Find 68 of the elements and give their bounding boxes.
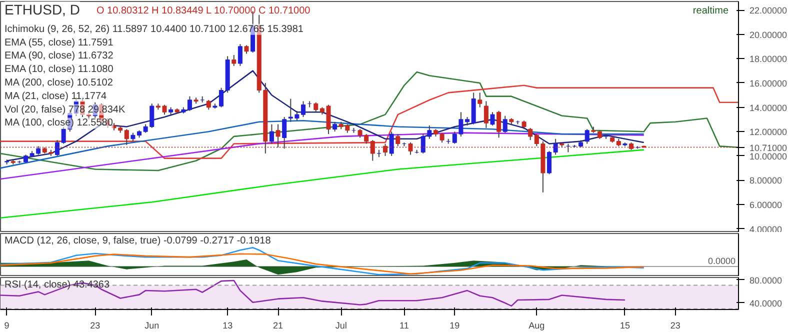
- candlestick: [219, 87, 224, 108]
- chart-title: MACD (12, 26, close, 9, false, true) -0.0799 -0.2717 -0.1918: [4, 236, 272, 246]
- y-tick-label: 16.00000: [750, 78, 788, 88]
- candlestick: [124, 128, 129, 146]
- candlestick: [389, 131, 394, 156]
- annotation: Vol (20, false) 778 29.834K: [4, 104, 126, 116]
- y-tick-label: 6.00000: [750, 200, 782, 210]
- candlestick: [332, 121, 338, 132]
- y-tick-label: 4.00000: [750, 224, 782, 234]
- y-tick-label: 40.0000: [750, 298, 782, 308]
- y-tick-label: 14.00000: [750, 102, 788, 113]
- annotation: MA (100, close) 12.5580: [4, 118, 114, 129]
- candlestick: [396, 134, 400, 147]
- x-tick-label: 13: [222, 320, 233, 330]
- annotation: EMA (10, close) 11.1080: [4, 64, 114, 76]
- line-series: [0, 149, 645, 219]
- candlestick: [427, 125, 432, 140]
- y-tick-label: 10.00000: [750, 151, 788, 162]
- candlestick: [452, 131, 457, 144]
- x-tick-label: Aug: [528, 320, 545, 330]
- candlestick: [314, 102, 318, 113]
- candlestick: [238, 44, 242, 66]
- line-series: [0, 280, 626, 307]
- candlestick: [584, 128, 590, 144]
- annotation: EMA (90, close) 11.6732: [4, 50, 114, 62]
- candlestick: [282, 116, 287, 150]
- candlestick: [458, 112, 464, 137]
- candlestick: [301, 100, 306, 118]
- y-tick-label: 80.0000: [750, 276, 782, 286]
- candlestick: [484, 100, 488, 128]
- y-tick-label: 18.00000: [750, 54, 788, 64]
- candlestick: [496, 110, 502, 138]
- annotation: MA (21, close) 11.1774: [4, 90, 108, 102]
- annotation: realtime: [692, 6, 729, 16]
- ref-line-label: 10.71000: [750, 142, 788, 153]
- candlestick: [502, 115, 508, 134]
- x-tick-label: 15: [620, 320, 630, 330]
- annotation: O 10.80312 H 10.83449 L 10.70000 C 10.71000: [96, 6, 311, 16]
- y-tick-label: 12.00000: [750, 127, 788, 138]
- x-tick-label: 11: [400, 320, 409, 330]
- candlestick: [55, 140, 60, 156]
- x-tick-label: 21: [273, 320, 284, 330]
- x-tick-label: 23: [90, 320, 100, 330]
- annotation: MA (200, close) 10.5102: [4, 78, 114, 88]
- candlestick: [490, 112, 495, 126]
- annotation: Ichimoku (9, 26, 52, 26) 11.5897 10.4400 10.7100 12.6765 15.3981: [4, 24, 304, 35]
- chart-title: ETHUSD, D: [4, 2, 80, 18]
- y-tick-label: 22.00000: [750, 6, 788, 16]
- y-tick-label: 8.00000: [750, 176, 782, 186]
- x-tick-label: Jun: [144, 320, 160, 330]
- candlestick: [547, 150, 552, 175]
- line-series: [0, 120, 645, 169]
- annotation: 0.0000: [708, 256, 736, 266]
- candlestick: [478, 92, 482, 108]
- y-tick-label: 20.00000: [750, 30, 788, 40]
- candlestick: [206, 99, 211, 110]
- x-tick-label: Jul: [335, 320, 347, 330]
- x-tick-label: 19: [450, 320, 460, 330]
- x-tick-label: 9: [4, 320, 10, 330]
- candlestick: [187, 96, 192, 112]
- candlestick: [232, 54, 236, 66]
- candlestick: [528, 127, 533, 141]
- annotation: EMA (55, close) 11.7591: [4, 37, 114, 48]
- x-tick-label: 23: [670, 320, 680, 330]
- candlestick: [420, 134, 426, 154]
- candlestick: [440, 132, 444, 144]
- candlestick: [553, 138, 558, 156]
- candlestick: [269, 124, 274, 144]
